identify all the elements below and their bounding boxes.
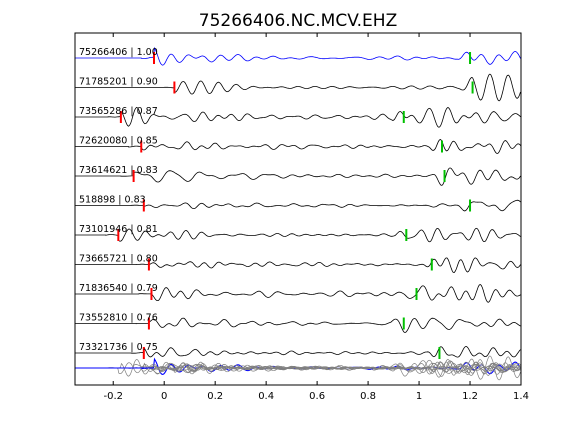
trace-label-2: 71785201 | 0.90 xyxy=(79,77,158,88)
trace-line-9 xyxy=(75,284,522,303)
x-tick-label: 0 xyxy=(161,391,167,402)
x-tick-label: 1.4 xyxy=(513,391,529,402)
trace-label-1: 75266406 | 1.00 xyxy=(79,47,158,58)
trace-label-4: 72620080 | 0.85 xyxy=(79,136,158,147)
trace-label-8: 73665721 | 0.80 xyxy=(79,254,158,265)
trace-label-11: 73321736 | 0.75 xyxy=(79,342,158,353)
x-tick-label: 1 xyxy=(416,391,422,402)
labels-layer: 75266406 | 1.00 71785201 | 0.90 73565286 |… xyxy=(79,47,158,353)
trace-line-2 xyxy=(75,73,521,102)
trace-label-3: 73565286 | 0.87 xyxy=(79,106,158,117)
trace-line-11 xyxy=(75,346,521,358)
stack-layer xyxy=(75,355,522,381)
trace-line-6 xyxy=(75,199,521,212)
plot-frame xyxy=(74,32,522,386)
trace-label-6: 518898 | 0.83 xyxy=(79,195,146,206)
x-tick-label: -0.2 xyxy=(103,391,123,402)
picks-layer xyxy=(117,52,474,359)
x-tick-label: 0.4 xyxy=(258,391,274,402)
stack-trace-11 xyxy=(131,361,521,373)
x-axis: -0.2 0 0.2 0.4 0.6 0.8 1 1.2 1.4 xyxy=(103,33,529,402)
x-tick-label: 0.8 xyxy=(360,391,376,402)
trace-line-4 xyxy=(75,139,522,154)
x-tick-label: 1.2 xyxy=(462,391,478,402)
trace-line-8 xyxy=(75,257,521,274)
trace-label-9: 71836540 | 0.79 xyxy=(79,283,158,294)
trace-line-7 xyxy=(75,227,521,243)
trace-label-5: 73614621 | 0.83 xyxy=(79,165,158,176)
x-tick-label: 0.6 xyxy=(309,391,325,402)
chart-title: 75266406.NC.MCV.EHZ xyxy=(199,11,397,31)
trace-line-3 xyxy=(75,106,522,128)
trace-line-10 xyxy=(75,317,521,333)
trace-label-10: 73552810 | 0.76 xyxy=(79,313,158,324)
trace-line-1 xyxy=(75,46,521,66)
trace-label-7: 73101946 | 0.81 xyxy=(79,224,158,235)
trace-line-5 xyxy=(75,167,521,186)
traces-layer xyxy=(75,46,522,358)
x-tick-label: 0.2 xyxy=(207,391,223,402)
